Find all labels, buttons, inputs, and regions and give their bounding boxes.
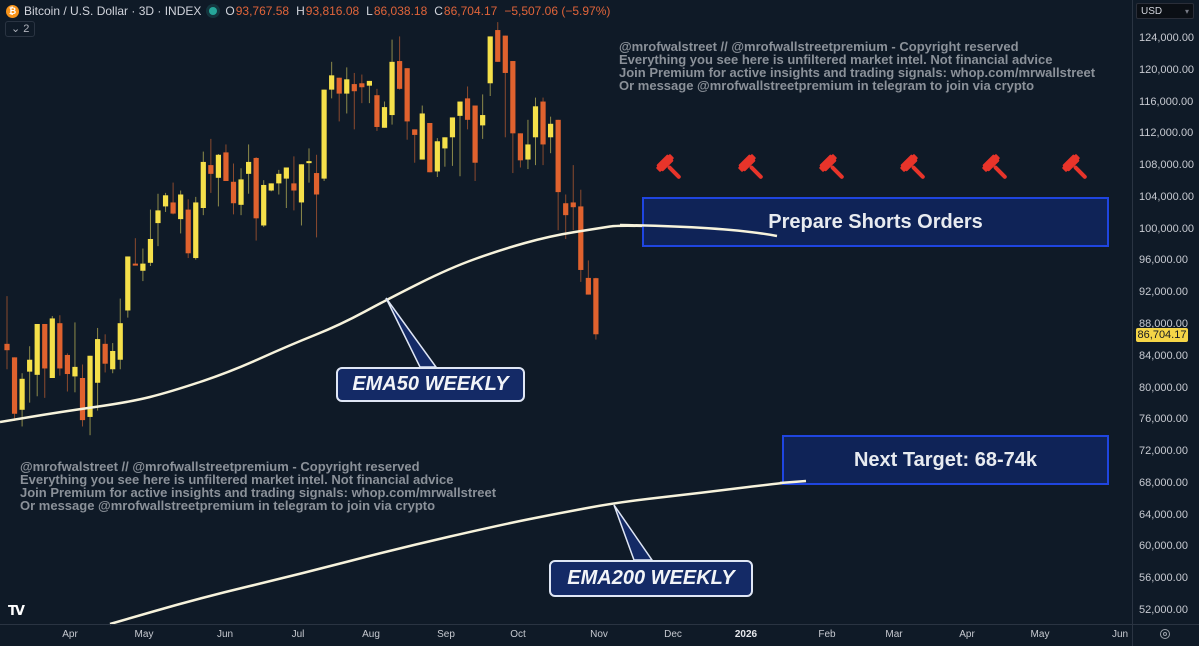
price-tick: 96,000.00: [1139, 254, 1188, 267]
tradingview-logo-icon[interactable]: TV: [8, 604, 25, 619]
ema200-callout[interactable]: EMA200 WEEKLY: [549, 560, 753, 597]
ema50-callout[interactable]: EMA50 WEEKLY: [336, 367, 525, 402]
time-tick: Jun: [1111, 629, 1129, 640]
gavel-icon: [738, 154, 763, 179]
price-tick: 104,000.00: [1139, 190, 1195, 203]
time-tick: Dec: [664, 629, 682, 640]
price-tick: 124,000.00: [1139, 32, 1195, 44]
price-tick: 116,000.00: [1139, 95, 1194, 108]
open-value: 93,767.58: [235, 4, 290, 18]
low-label: L: [366, 4, 373, 18]
price-tick: 72,000.00: [1139, 445, 1188, 458]
change-value: −5,507.06 (−5.97%): [504, 4, 611, 18]
watermark-line: @mrofwalstreet // @mrofwallstreetpremium…: [20, 459, 420, 474]
price-tick: 64,000.00: [1139, 508, 1188, 521]
price-tick: 56,000.00: [1139, 572, 1188, 585]
time-tick: Jun: [216, 629, 234, 640]
close-value: 86,704.17: [443, 4, 498, 18]
low-value: 86,038.18: [373, 4, 428, 18]
time-tick: Sep: [437, 629, 455, 640]
close-label: C: [434, 4, 443, 18]
currency-select[interactable]: USD ▾: [1136, 3, 1194, 19]
watermark-line: Everything you see here is unfiltered ma…: [20, 472, 454, 487]
price-tick: 92,000.00: [1139, 286, 1188, 299]
time-axis-border: [0, 624, 1199, 625]
time-tick: Oct: [510, 629, 526, 640]
indicators-toggle[interactable]: ⌄ 2: [5, 21, 36, 37]
prepare-shorts-box[interactable]: Prepare Shorts Orders: [642, 197, 1109, 247]
gavel-icon: [819, 154, 844, 179]
chevron-down-icon: ⌄: [11, 23, 21, 35]
price-tick: 120,000.00: [1139, 63, 1195, 76]
price-tick: 112,000.00: [1139, 127, 1194, 140]
price-tick: 80,000.00: [1139, 381, 1188, 394]
symbol-title[interactable]: Bitcoin / U.S. Dollar · 3D · INDEX: [24, 4, 202, 18]
watermark-line: Or message @mrofwallstreetpremium in tel…: [619, 78, 1035, 93]
watermark-line: Or message @mrofwallstreetpremium in tel…: [20, 498, 436, 513]
watermark-line: Join Premium for active insights and tra…: [619, 65, 1096, 80]
gavel-icon: [900, 154, 925, 179]
time-tick: Aug: [362, 629, 380, 640]
price-tick: 108,000.00: [1139, 159, 1195, 172]
time-tick: May: [1030, 629, 1050, 640]
time-tick: Nov: [590, 629, 608, 640]
currency-value: USD: [1141, 6, 1163, 17]
time-tick: Jul: [291, 629, 305, 640]
time-tick: May: [134, 629, 154, 640]
market-status-icon: [209, 7, 218, 15]
indicator-count: 2: [23, 23, 30, 35]
watermark-top: @mrofwalstreet // @mrofwallstreetpremium…: [619, 40, 1095, 92]
price-tick: 60,000.00: [1139, 540, 1188, 553]
gavel-icon: [1062, 154, 1087, 179]
high-label: H: [296, 4, 305, 18]
gavel-icon: [656, 154, 681, 179]
bitcoin-icon: ₿: [6, 4, 19, 18]
price-tick: 88,000.00: [1139, 317, 1188, 330]
candlestick-series: [4, 22, 599, 436]
time-tick: Apr: [62, 629, 78, 640]
price-axis-border: [1132, 0, 1133, 646]
gavel-icon: [982, 154, 1007, 179]
watermark-line: Everything you see here is unfiltered ma…: [619, 52, 1053, 67]
open-label: O: [225, 4, 235, 18]
high-value: 93,816.08: [305, 4, 360, 18]
price-tick: 84,000.00: [1139, 349, 1188, 362]
chevron-down-icon: ▾: [1184, 7, 1189, 16]
time-tick: Mar: [885, 629, 903, 640]
current-price-label: 86,704.17: [1136, 328, 1188, 342]
watermark-line: Join Premium for active insights and tra…: [20, 485, 497, 500]
symbol-header: ₿ Bitcoin / U.S. Dollar · 3D · INDEX O 93…: [6, 4, 617, 18]
price-tick: 76,000.00: [1139, 413, 1188, 426]
price-tick: 52,000.00: [1139, 603, 1188, 616]
watermark-bottom: @mrofwalstreet // @mrofwallstreetpremium…: [20, 460, 496, 512]
next-target-box[interactable]: Next Target: 68-74k: [782, 435, 1109, 485]
watermark-line: @mrofwalstreet // @mrofwallstreetpremium…: [619, 39, 1019, 54]
price-tick: 100,000.00: [1139, 222, 1195, 235]
time-tick: Feb: [818, 629, 836, 640]
time-tick: 2026: [734, 629, 758, 640]
settings-icon[interactable]: [1160, 629, 1170, 639]
price-tick: 68,000.00: [1139, 476, 1188, 489]
time-tick: Apr: [959, 629, 975, 640]
